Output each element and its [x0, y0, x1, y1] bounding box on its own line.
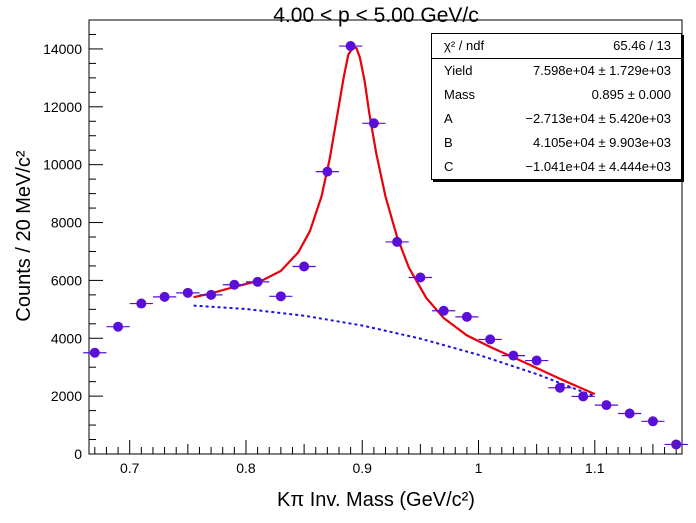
data-point: [368, 118, 379, 129]
stats-label: A: [444, 111, 453, 126]
data-point: [531, 355, 542, 366]
fit-stats-box: χ² / ndf 65.46 / 13 Yield 7.598e+04 ± 1.…: [431, 33, 682, 180]
data-point: [392, 236, 403, 247]
y-tick-label: 0: [74, 446, 82, 462]
y-tick-label: 6000: [51, 272, 82, 288]
x-tick-label: 0.7: [120, 460, 140, 476]
stats-value: −2.713e+04 ± 5.420e+03: [525, 111, 671, 126]
stats-row-mass: Mass 0.895 ± 0.000: [432, 84, 681, 106]
stats-row-a: A −2.713e+04 ± 5.420e+03: [432, 108, 681, 130]
stats-row-c: C −1.041e+04 ± 4.444e+03: [432, 156, 681, 178]
x-tick-label: 1.1: [585, 460, 605, 476]
data-point: [229, 279, 240, 290]
stats-value: 65.46 / 13: [613, 38, 671, 53]
fit-curve-line: [193, 46, 596, 396]
x-tick-label: 0.8: [236, 460, 256, 476]
data-point: [159, 291, 170, 302]
data-point: [113, 321, 124, 332]
stats-value: −1.041e+04 ± 4.444e+03: [525, 159, 671, 174]
data-point: [415, 272, 426, 283]
stats-label: χ² / ndf: [444, 38, 485, 53]
data-point: [578, 391, 589, 402]
background-curve-line: [193, 304, 596, 398]
stats-value: 7.598e+04 ± 1.729e+03: [533, 63, 671, 78]
stats-value: 0.895 ± 0.000: [591, 87, 671, 102]
stats-row-yield: Yield 7.598e+04 ± 1.729e+03: [432, 60, 681, 82]
data-point: [322, 166, 333, 177]
x-axis-label: Kπ Inv. Mass (GeV/c²): [277, 489, 475, 511]
stats-label: C: [444, 159, 454, 174]
data-point: [275, 291, 286, 302]
chart-title: 4.00 < p < 5.00 GeV/c: [273, 4, 478, 27]
stats-label: Yield: [444, 63, 473, 78]
data-point: [554, 382, 565, 393]
data-point: [206, 289, 217, 300]
y-tick-label: 10000: [43, 157, 82, 173]
data-point: [647, 416, 658, 427]
y-tick-label: 4000: [51, 330, 82, 346]
y-tick-label: 2000: [51, 388, 82, 404]
data-point: [299, 261, 310, 272]
data-point: [461, 311, 472, 322]
y-axis-label: Counts / 20 MeV/c²: [13, 150, 35, 322]
stats-value: 4.105e+04 ± 9.903e+03: [533, 135, 671, 150]
data-point: [624, 408, 635, 419]
y-tick-label: 14000: [43, 41, 82, 57]
chart-axes: 0 2000 4000 6000 8000 10000 12000 14000 0.7 0.8 0.…: [43, 33, 677, 476]
stats-row-b: B 4.105e+04 ± 9.903e+03: [432, 132, 681, 154]
data-point: [438, 305, 449, 316]
chart-series: [83, 41, 688, 450]
stats-label: Mass: [444, 87, 476, 102]
data-point: [601, 400, 612, 411]
data-point: [508, 350, 519, 361]
x-tick-label: 1: [475, 460, 483, 476]
data-point: [136, 298, 147, 309]
x-tick-label: 0.9: [353, 460, 373, 476]
data-point: [182, 287, 193, 298]
stats-row-chi2: χ² / ndf 65.46 / 13: [432, 35, 681, 57]
y-tick-label: 12000: [43, 99, 82, 115]
data-point: [671, 439, 682, 450]
stats-divider: [432, 58, 681, 59]
stats-label: B: [444, 135, 453, 150]
data-point: [89, 347, 100, 358]
data-point: [252, 276, 263, 287]
y-tick-label: 8000: [51, 215, 82, 231]
data-point: [485, 334, 496, 345]
data-point: [345, 41, 356, 52]
